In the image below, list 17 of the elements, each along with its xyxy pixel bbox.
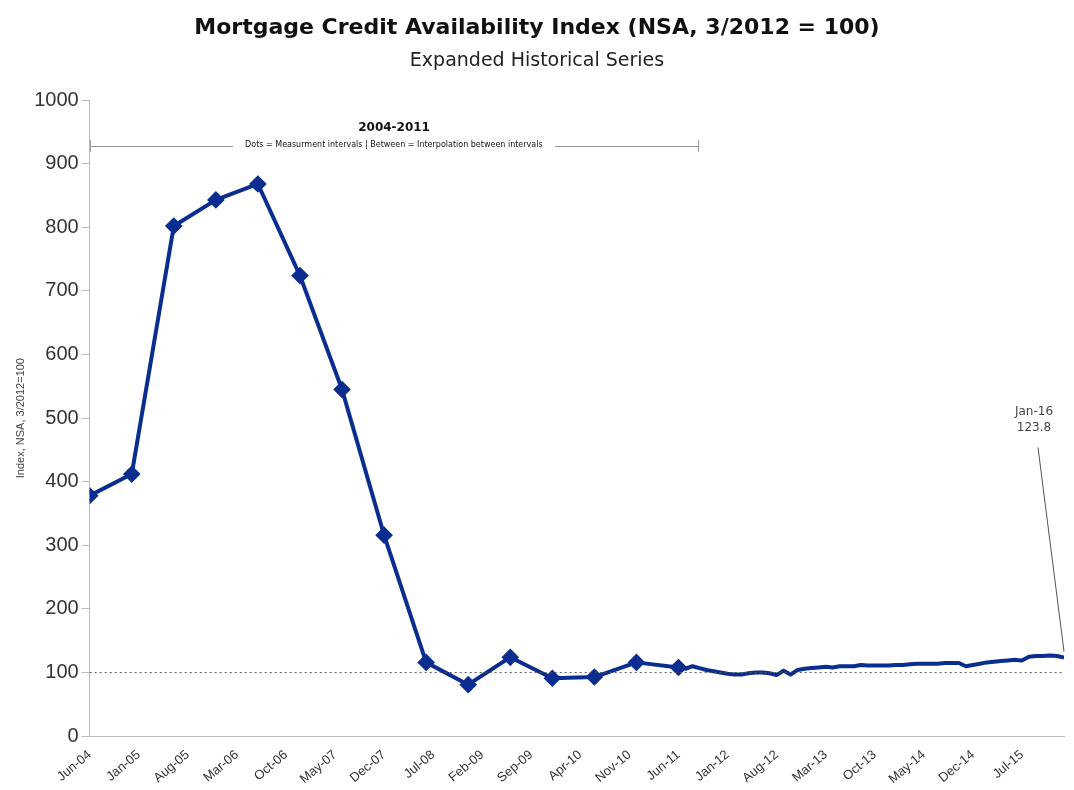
y-tick-label: 700 [45,278,79,301]
annotation: 2004-2011 [357,120,431,134]
y-tick-label: 100 [45,660,79,683]
y-tick-label: 0 [67,723,79,746]
annotation: Dots = Measurment intervals | Between = Interpolation between intervals [245,140,543,149]
y-tick-label: 500 [45,405,79,428]
y-tick-label: 1000 [34,87,79,110]
y-tick-label: 400 [45,469,79,492]
y-tick-label: 200 [45,596,79,619]
y-tick-label: 800 [45,214,79,237]
chart-subtitle: Expanded Historical Series [408,48,666,70]
y-tick-label: 300 [45,532,79,555]
y-axis-title: Index, NSA, 3/2012=100 [13,358,26,479]
annotation: Jan-16 123.8 [1013,404,1054,435]
y-tick-label: 900 [45,151,79,174]
y-tick-label: 600 [45,341,79,364]
chart-title: Mortgage Credit Availability Index (NSA, 3/2012 = 100) [193,14,881,39]
